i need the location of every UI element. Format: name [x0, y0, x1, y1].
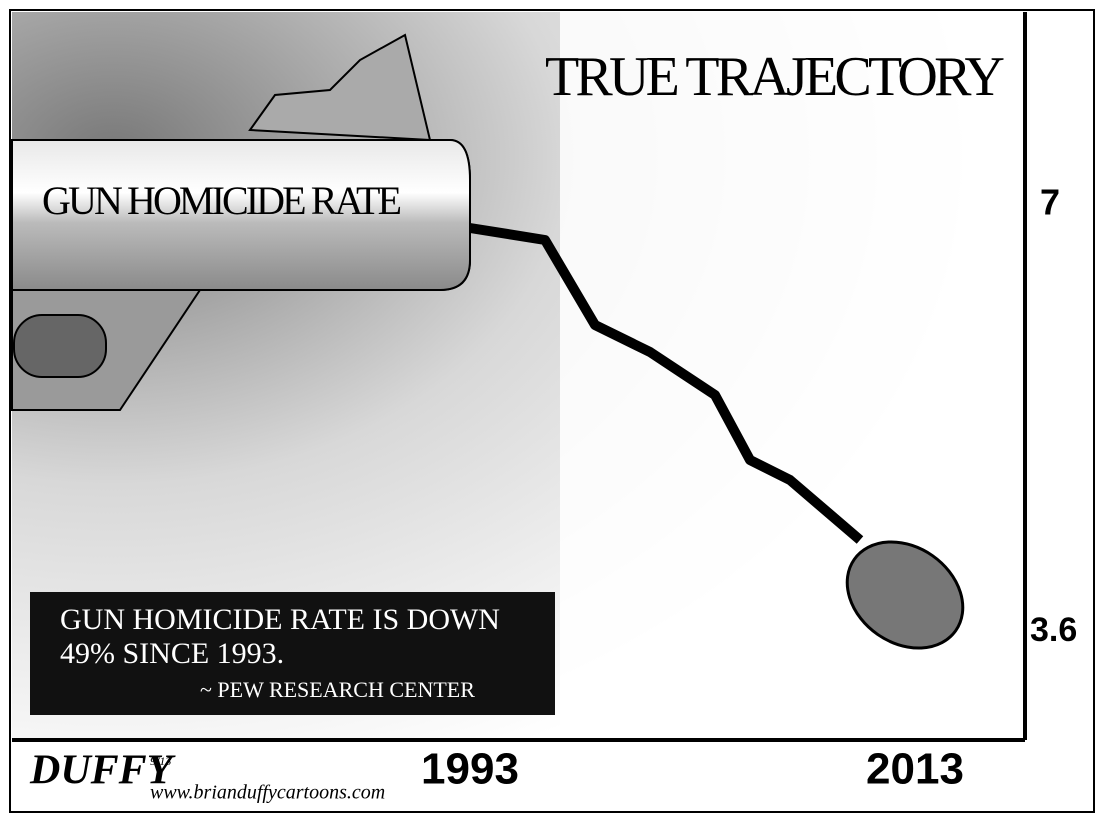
website: www.brianduffycartoons.com: [150, 782, 385, 804]
gun-label: GUN HOMICIDE RATE: [42, 178, 402, 223]
gun-cylinder: [14, 315, 106, 377]
axis-bottom: 3.6: [1030, 611, 1077, 649]
cartoon: TRUE TRAJECTORY GUN HOMICIDE RATE 7 3.6 …: [0, 0, 1104, 823]
caption-line: 49% SINCE 1993.: [60, 637, 284, 670]
caption-line: GUN HOMICIDE RATE IS DOWN: [60, 603, 500, 636]
axis-start: 1993: [421, 745, 519, 794]
axis-end: 2013: [866, 745, 964, 794]
caption-source: ~ PEW RESEARCH CENTER: [200, 677, 475, 702]
axis-top: 7: [1040, 182, 1060, 223]
signature-date: 9/13: [150, 754, 171, 768]
title: TRUE TRAJECTORY: [545, 46, 1005, 108]
